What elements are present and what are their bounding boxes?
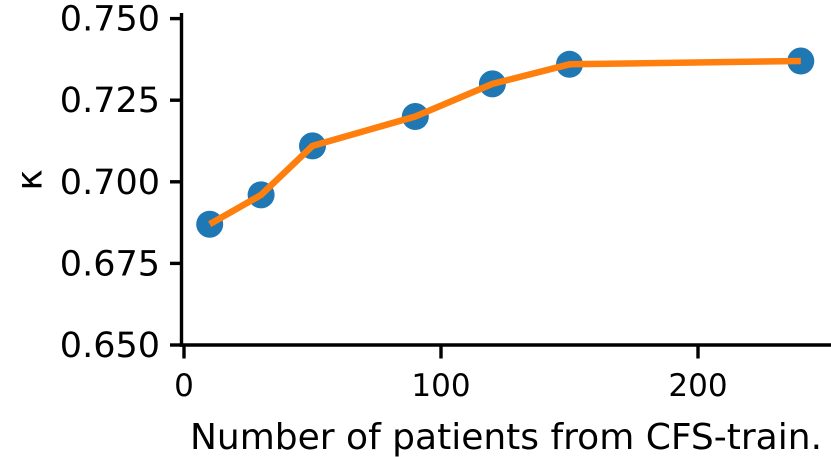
data-point-markers [196, 47, 815, 238]
x-axis-label: Number of patients from CFS-train. [190, 417, 822, 457]
y-tick-label: 0.725 [60, 81, 160, 121]
data-point-marker [196, 210, 224, 238]
y-tick-label: 0.700 [60, 163, 160, 203]
data-line [208, 57, 801, 228]
axes-spines [179, 13, 831, 347]
y-tick-label: 0.650 [60, 326, 160, 366]
x-tick-label: 0 [174, 368, 194, 404]
x-axis-ticks: 0 100 200 [174, 345, 728, 404]
x-tick-label: 100 [411, 368, 470, 404]
y-tick-label: 0.750 [60, 0, 160, 40]
y-tick-label: 0.675 [60, 244, 160, 284]
y-axis-label: κ [10, 169, 51, 190]
y-axis-ticks: 0.650 0.675 0.700 0.725 0.750 [60, 0, 182, 366]
x-tick-label: 200 [668, 368, 727, 404]
